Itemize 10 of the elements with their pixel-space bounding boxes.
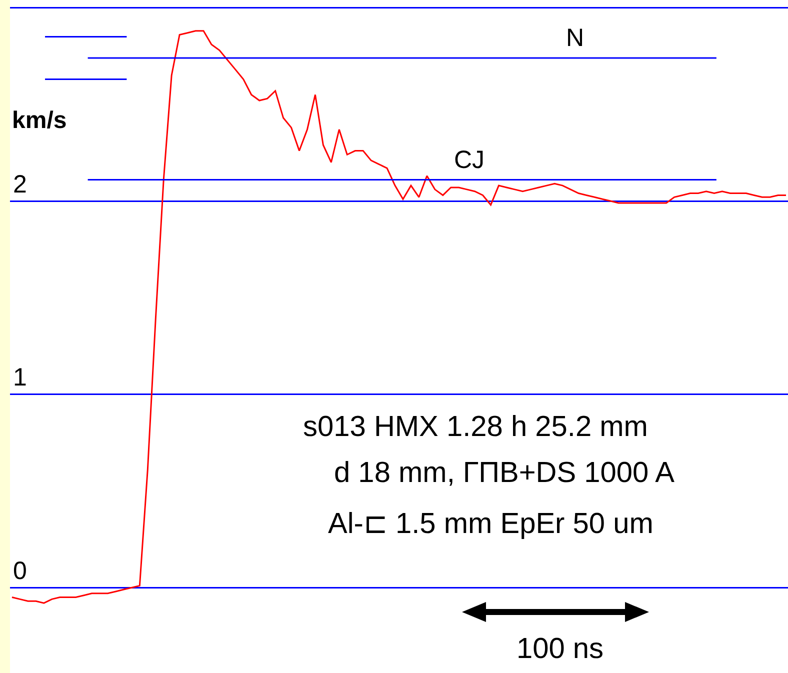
ref-line-label: N <box>566 24 584 52</box>
annotation: d 18 mm, ГПВ+DS 1000 A <box>334 457 676 489</box>
y-tick-label: 2 <box>13 170 27 198</box>
y-tick-label: 1 <box>13 364 27 392</box>
text: 100 ns <box>515 632 605 666</box>
y-tick-label: 0 <box>13 556 27 585</box>
annotation: Al-⊏ 1.5 mm EpEr 50 um <box>328 508 654 540</box>
ref-line-label: CJ <box>454 146 485 174</box>
annotation: s013 HMX 1.28 h 25.2 mm <box>303 411 648 443</box>
y-axis-title: km/s <box>12 107 67 134</box>
